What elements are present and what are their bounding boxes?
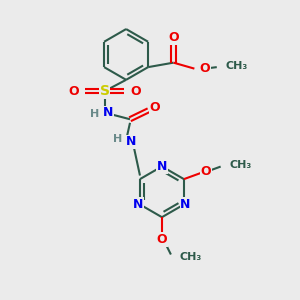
Text: CH₃: CH₃ bbox=[180, 252, 202, 262]
Text: N: N bbox=[180, 198, 190, 211]
Text: O: O bbox=[150, 101, 160, 114]
Text: N: N bbox=[157, 160, 167, 173]
Text: O: O bbox=[200, 165, 211, 178]
Text: CH₃: CH₃ bbox=[226, 61, 248, 70]
Text: O: O bbox=[168, 32, 179, 44]
Text: CH₃: CH₃ bbox=[230, 160, 252, 170]
Text: N: N bbox=[133, 198, 144, 211]
Text: N: N bbox=[103, 106, 113, 119]
Text: O: O bbox=[200, 62, 210, 75]
Text: O: O bbox=[130, 85, 141, 98]
Text: S: S bbox=[100, 84, 110, 98]
Text: H: H bbox=[90, 109, 100, 119]
Text: H: H bbox=[113, 134, 123, 144]
Text: O: O bbox=[157, 233, 167, 246]
Text: N: N bbox=[125, 135, 136, 148]
Text: O: O bbox=[68, 85, 79, 98]
